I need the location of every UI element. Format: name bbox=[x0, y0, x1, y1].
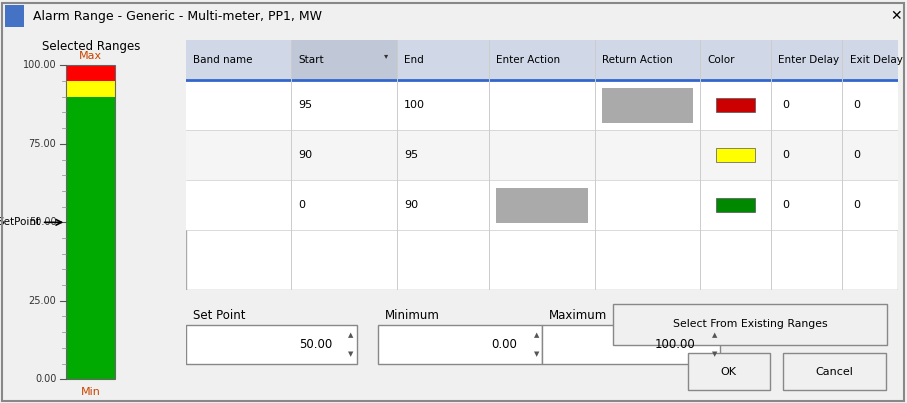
FancyBboxPatch shape bbox=[783, 353, 886, 390]
Text: Maximum: Maximum bbox=[549, 309, 608, 322]
Text: 0: 0 bbox=[853, 200, 860, 210]
Text: 0.00: 0.00 bbox=[491, 338, 517, 351]
Bar bbox=[496, 188, 588, 223]
Text: 0: 0 bbox=[782, 200, 789, 210]
Text: Enter Action: Enter Action bbox=[496, 55, 561, 65]
Text: 90: 90 bbox=[404, 200, 418, 210]
Text: Selected Ranges: Selected Ranges bbox=[42, 40, 140, 53]
Text: ▾: ▾ bbox=[384, 51, 388, 60]
FancyBboxPatch shape bbox=[613, 304, 887, 345]
Text: Minimum: Minimum bbox=[385, 309, 440, 322]
Text: Select From Existing Ranges: Select From Existing Ranges bbox=[672, 319, 827, 329]
FancyBboxPatch shape bbox=[378, 325, 541, 364]
Bar bbox=[66, 81, 115, 97]
Text: Enter Delay: Enter Delay bbox=[778, 55, 840, 65]
Bar bbox=[186, 180, 898, 230]
FancyBboxPatch shape bbox=[541, 325, 720, 364]
Text: ▲: ▲ bbox=[712, 332, 717, 338]
Text: Band name: Band name bbox=[193, 55, 252, 65]
Text: SetPoint: SetPoint bbox=[0, 217, 40, 227]
Bar bbox=[66, 65, 115, 379]
Text: 0.00: 0.00 bbox=[35, 374, 56, 384]
Text: 0: 0 bbox=[853, 100, 860, 110]
FancyBboxPatch shape bbox=[186, 325, 356, 364]
Text: ▲: ▲ bbox=[348, 332, 354, 338]
Bar bbox=[716, 148, 756, 162]
Text: Exit Delay: Exit Delay bbox=[850, 55, 902, 65]
Bar bbox=[601, 88, 693, 123]
Text: ▼: ▼ bbox=[533, 351, 539, 357]
Text: ▲: ▲ bbox=[533, 332, 539, 338]
Text: Max: Max bbox=[79, 51, 102, 61]
Bar bbox=[186, 40, 898, 80]
Bar bbox=[291, 40, 396, 80]
Bar bbox=[716, 98, 756, 112]
Text: 50.00: 50.00 bbox=[298, 338, 332, 351]
Text: ▼: ▼ bbox=[712, 351, 717, 357]
Bar bbox=[186, 130, 898, 180]
Bar bbox=[66, 97, 115, 379]
Text: 100.00: 100.00 bbox=[654, 338, 695, 351]
Text: Color: Color bbox=[707, 55, 735, 65]
Text: Cancel: Cancel bbox=[814, 367, 853, 377]
Text: 75.00: 75.00 bbox=[29, 139, 56, 149]
Text: 25.00: 25.00 bbox=[29, 296, 56, 306]
Bar bbox=[66, 65, 115, 81]
FancyBboxPatch shape bbox=[688, 353, 770, 390]
Text: ✕: ✕ bbox=[891, 9, 902, 23]
Text: 100.00: 100.00 bbox=[23, 60, 56, 71]
Bar bbox=[186, 80, 898, 130]
Text: Set Point: Set Point bbox=[193, 309, 246, 322]
Text: Return Action: Return Action bbox=[601, 55, 672, 65]
Text: 100: 100 bbox=[404, 100, 424, 110]
Bar bbox=[5, 5, 24, 27]
Text: End: End bbox=[404, 55, 424, 65]
Text: Start: Start bbox=[298, 55, 324, 65]
Text: Min: Min bbox=[81, 387, 101, 397]
Text: 0: 0 bbox=[782, 100, 789, 110]
Text: 95: 95 bbox=[404, 150, 418, 160]
Text: OK: OK bbox=[720, 367, 736, 377]
Text: 50.00: 50.00 bbox=[29, 217, 56, 227]
Text: Alarm Range - Generic - Multi-meter, PP1, MW: Alarm Range - Generic - Multi-meter, PP1… bbox=[33, 10, 322, 23]
Text: 0: 0 bbox=[853, 150, 860, 160]
Text: 0: 0 bbox=[782, 150, 789, 160]
Text: 0: 0 bbox=[298, 200, 306, 210]
Bar bbox=[716, 198, 756, 212]
Text: 95: 95 bbox=[298, 100, 313, 110]
Text: ▼: ▼ bbox=[348, 351, 354, 357]
Text: 90: 90 bbox=[298, 150, 313, 160]
